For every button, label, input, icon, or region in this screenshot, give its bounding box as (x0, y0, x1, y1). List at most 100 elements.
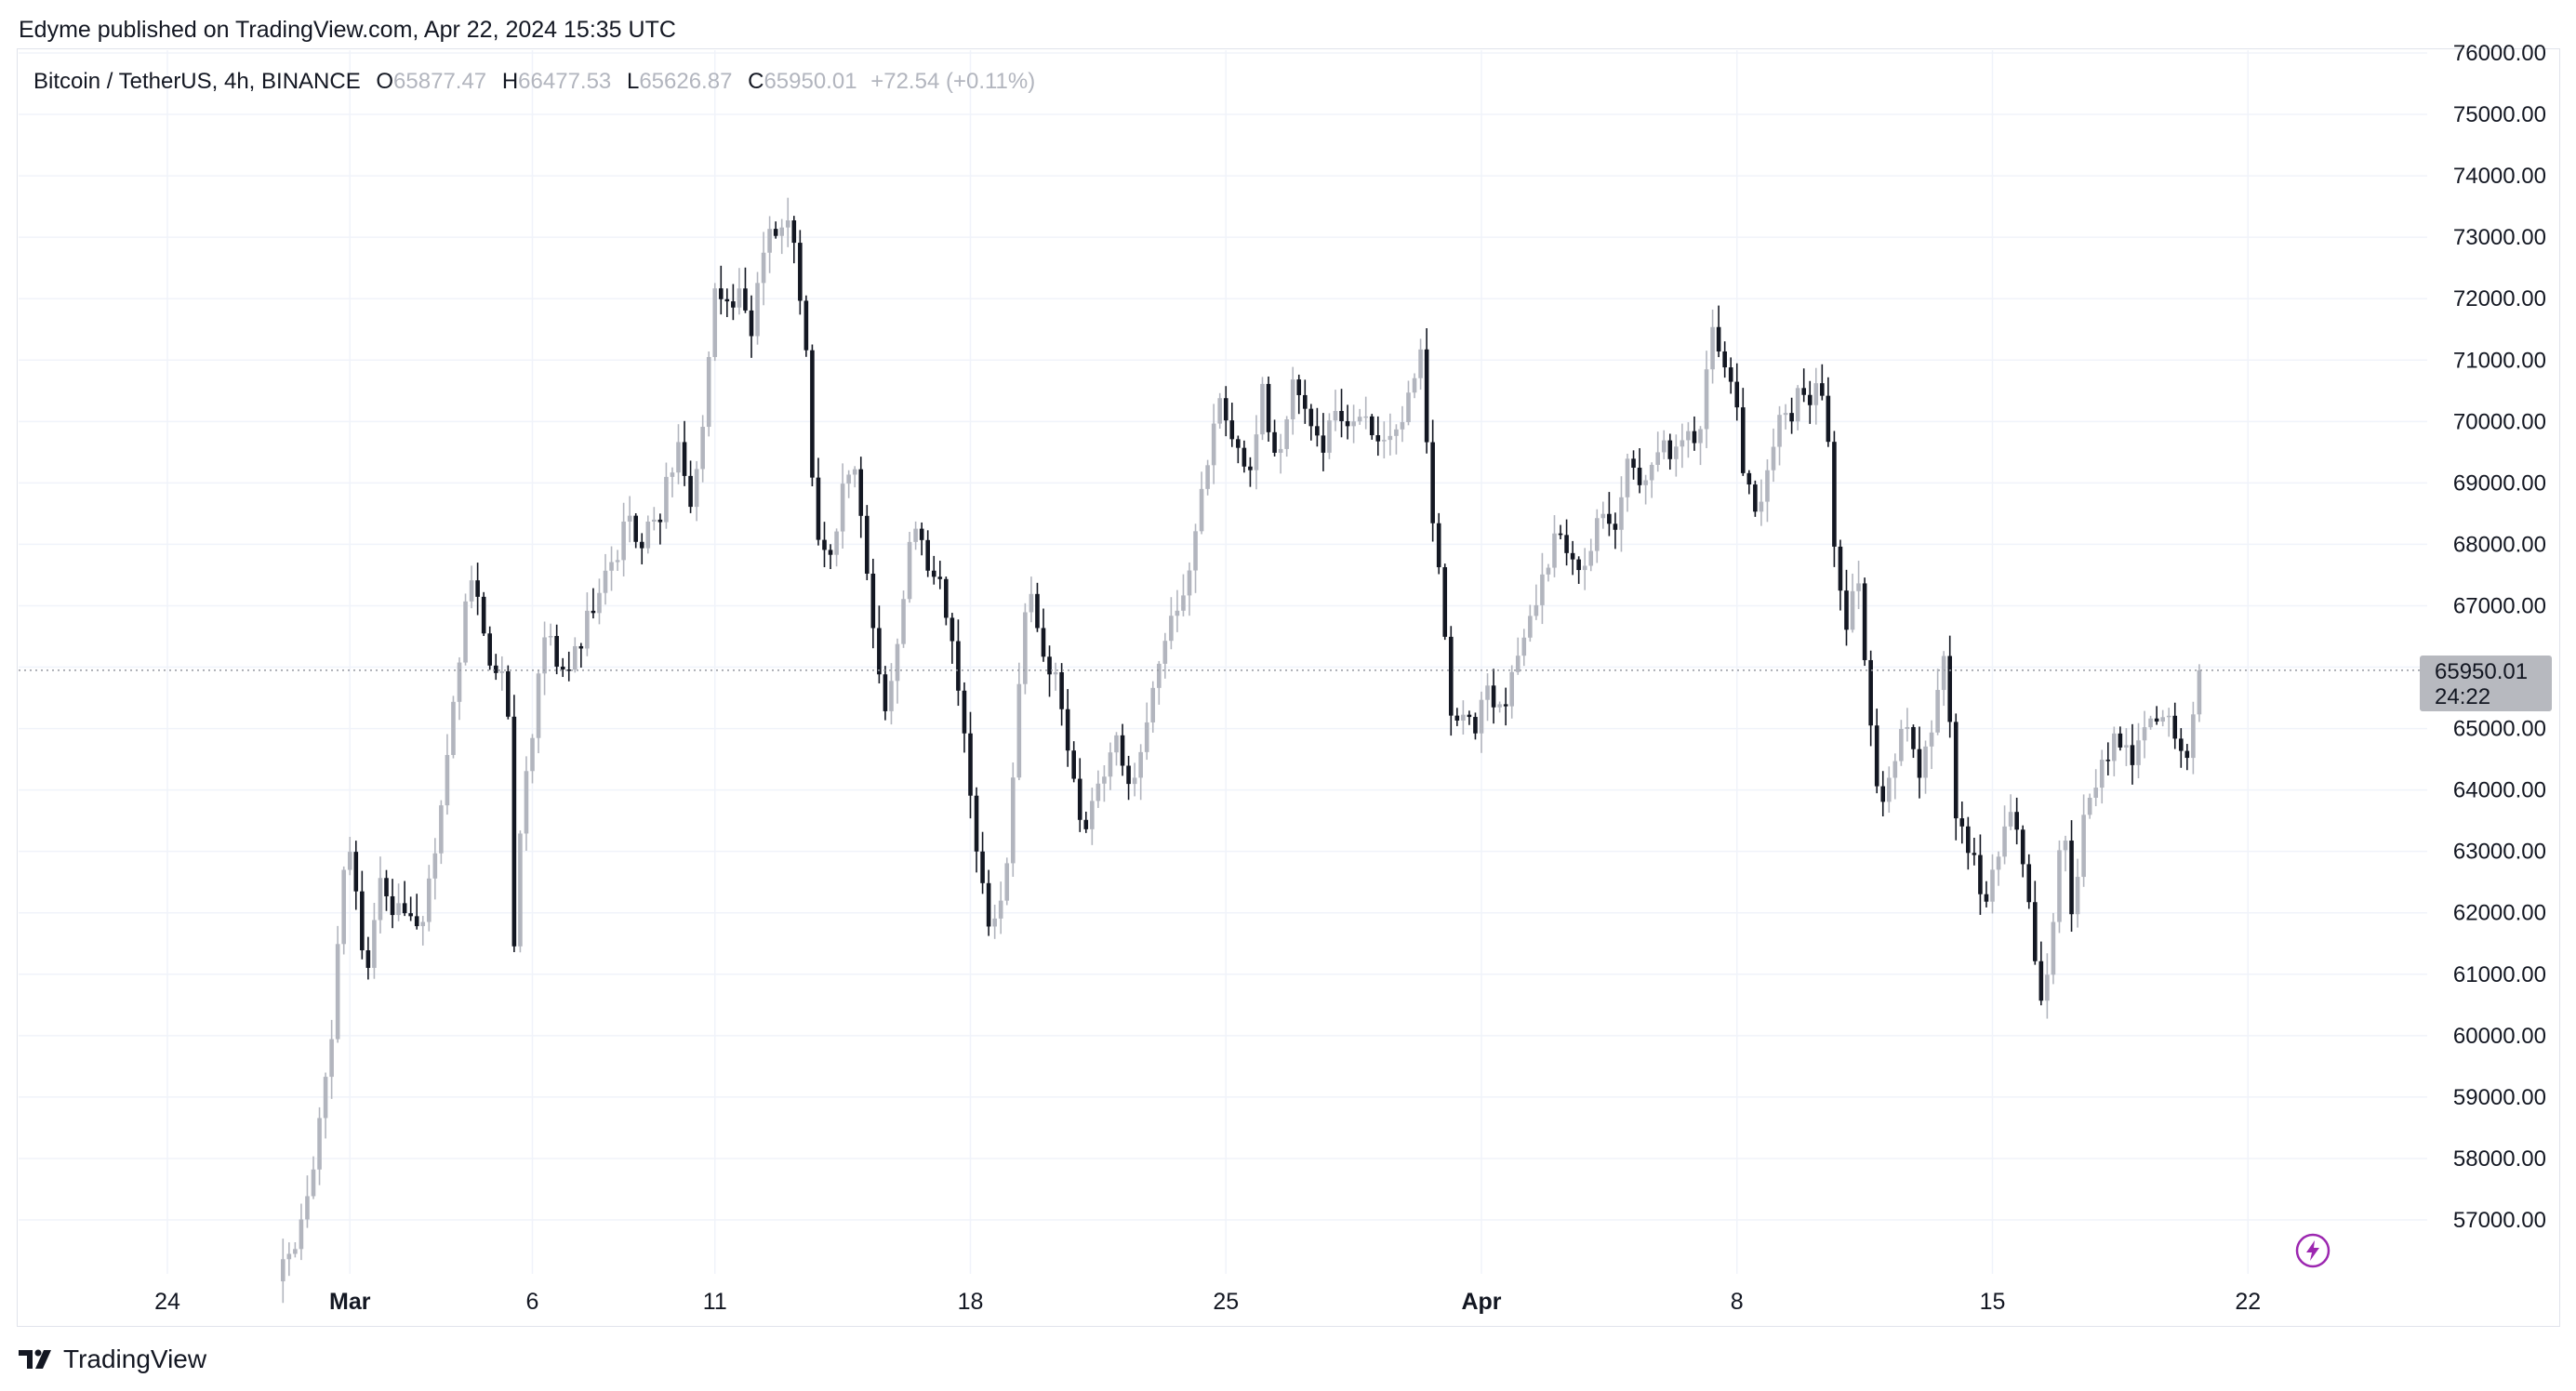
candle-body (1990, 869, 1995, 902)
candle-body (609, 562, 614, 571)
candle-body (1838, 546, 1843, 591)
candle-body (2026, 864, 2032, 903)
tradingview-brand: TradingView (63, 1345, 207, 1373)
candle-body (1071, 750, 1077, 779)
time-axis[interactable]: 24 Mar 6 11 18 25 Apr 8 15 22 (154, 1289, 2261, 1315)
candle-body (846, 474, 851, 484)
candle-body (445, 754, 450, 806)
candle-body (931, 570, 936, 577)
candle-body (1047, 656, 1052, 675)
candle-body (1181, 595, 1186, 611)
candle-body (682, 442, 687, 476)
close-value: 65950.01 (764, 69, 857, 94)
candle-body (1540, 574, 1545, 605)
candle-body (1102, 776, 1107, 784)
candle-body (1503, 704, 1508, 707)
lightning-icon[interactable] (2295, 1233, 2330, 1268)
candle-body (1369, 416, 1374, 436)
candle-body (791, 220, 797, 244)
candle-body (816, 477, 821, 540)
candle-body (798, 243, 803, 301)
candle-body (1820, 383, 1825, 396)
x-tick-label: 25 (1213, 1289, 1239, 1315)
candle-body (925, 539, 931, 571)
y-tick-label: 60000.00 (2453, 1024, 2546, 1049)
tradingview-logo[interactable]: TradingView (19, 1345, 206, 1374)
candle-body (1850, 590, 1855, 630)
candle-body (293, 1249, 298, 1254)
candle-body (1594, 518, 1600, 551)
candle-body (670, 472, 675, 477)
candle-body (883, 674, 888, 711)
x-tick-label: 11 (703, 1289, 727, 1315)
y-tick-label: 70000.00 (2453, 409, 2546, 434)
candle-body (712, 288, 718, 357)
candle-body (1941, 656, 1946, 691)
candle-body (1558, 533, 1563, 536)
candle-body (487, 633, 493, 666)
candle-body (1473, 717, 1478, 734)
candle-body (560, 666, 565, 670)
candle-body (1436, 523, 1441, 568)
candle-body (463, 601, 468, 663)
tradingview-logo-icon (19, 1349, 51, 1369)
y-tick-label: 71000.00 (2453, 348, 2546, 373)
candle-body (1302, 394, 1308, 409)
candle-body (1874, 725, 1879, 787)
candle-body (694, 469, 699, 508)
candle-body (1534, 604, 1539, 616)
y-tick-label: 65000.00 (2453, 717, 2546, 742)
candle-body (2142, 727, 2147, 741)
symbol-name[interactable]: Bitcoin / TetherUS, 4h, BINANCE (33, 69, 361, 94)
candle-body (1515, 656, 1520, 672)
candle-body (1588, 550, 1594, 566)
candle-body (481, 596, 486, 634)
candle-body (1108, 752, 1113, 777)
candle-body (2124, 745, 2129, 748)
candle-body (2118, 733, 2123, 748)
candle-body (1892, 761, 1898, 778)
candle-body (1813, 383, 1819, 405)
candle-body (578, 645, 584, 649)
candle-body (1308, 408, 1314, 427)
candle-body (1959, 818, 1965, 827)
candle-body (2178, 738, 2184, 751)
candle-body (1661, 440, 1666, 453)
candle-body (426, 878, 432, 922)
candle-body (1442, 567, 1448, 637)
candle-body (1886, 777, 1892, 802)
candle-body (1266, 383, 1271, 432)
x-tick-label: 18 (958, 1289, 984, 1315)
low-key: L (626, 69, 640, 94)
candle-body (1187, 570, 1192, 596)
candle-body (1120, 735, 1125, 766)
x-tick-label: Apr (1461, 1289, 1501, 1315)
candle-body (743, 288, 748, 311)
candle-body (1363, 416, 1369, 418)
candle-body (1467, 714, 1472, 718)
candle-body (1236, 439, 1241, 448)
candle-body (530, 737, 535, 772)
candle-body (585, 610, 590, 649)
candle-body (2087, 797, 2092, 815)
candle-body (536, 673, 541, 738)
y-tick-label: 59000.00 (2453, 1085, 2546, 1110)
candle-body (372, 920, 377, 968)
candle-body (785, 220, 790, 228)
candle-body (749, 310, 754, 337)
price-axis[interactable]: 57000.00 58000.00 59000.00 60000.00 61000.00… (2453, 41, 2546, 1233)
candle-body (1880, 786, 1886, 802)
candle-body (1521, 637, 1527, 656)
candle-body (1905, 726, 1910, 729)
candle-body (1211, 423, 1216, 466)
candle-body (1090, 801, 1095, 829)
candle-body (889, 681, 894, 711)
candle-body (347, 852, 352, 870)
candles (280, 197, 2202, 1304)
candle-body (1856, 583, 1861, 591)
candle-body (2130, 745, 2135, 765)
candle-body (1649, 464, 1654, 481)
candle-body (657, 519, 663, 523)
candle-body (1412, 378, 1417, 393)
